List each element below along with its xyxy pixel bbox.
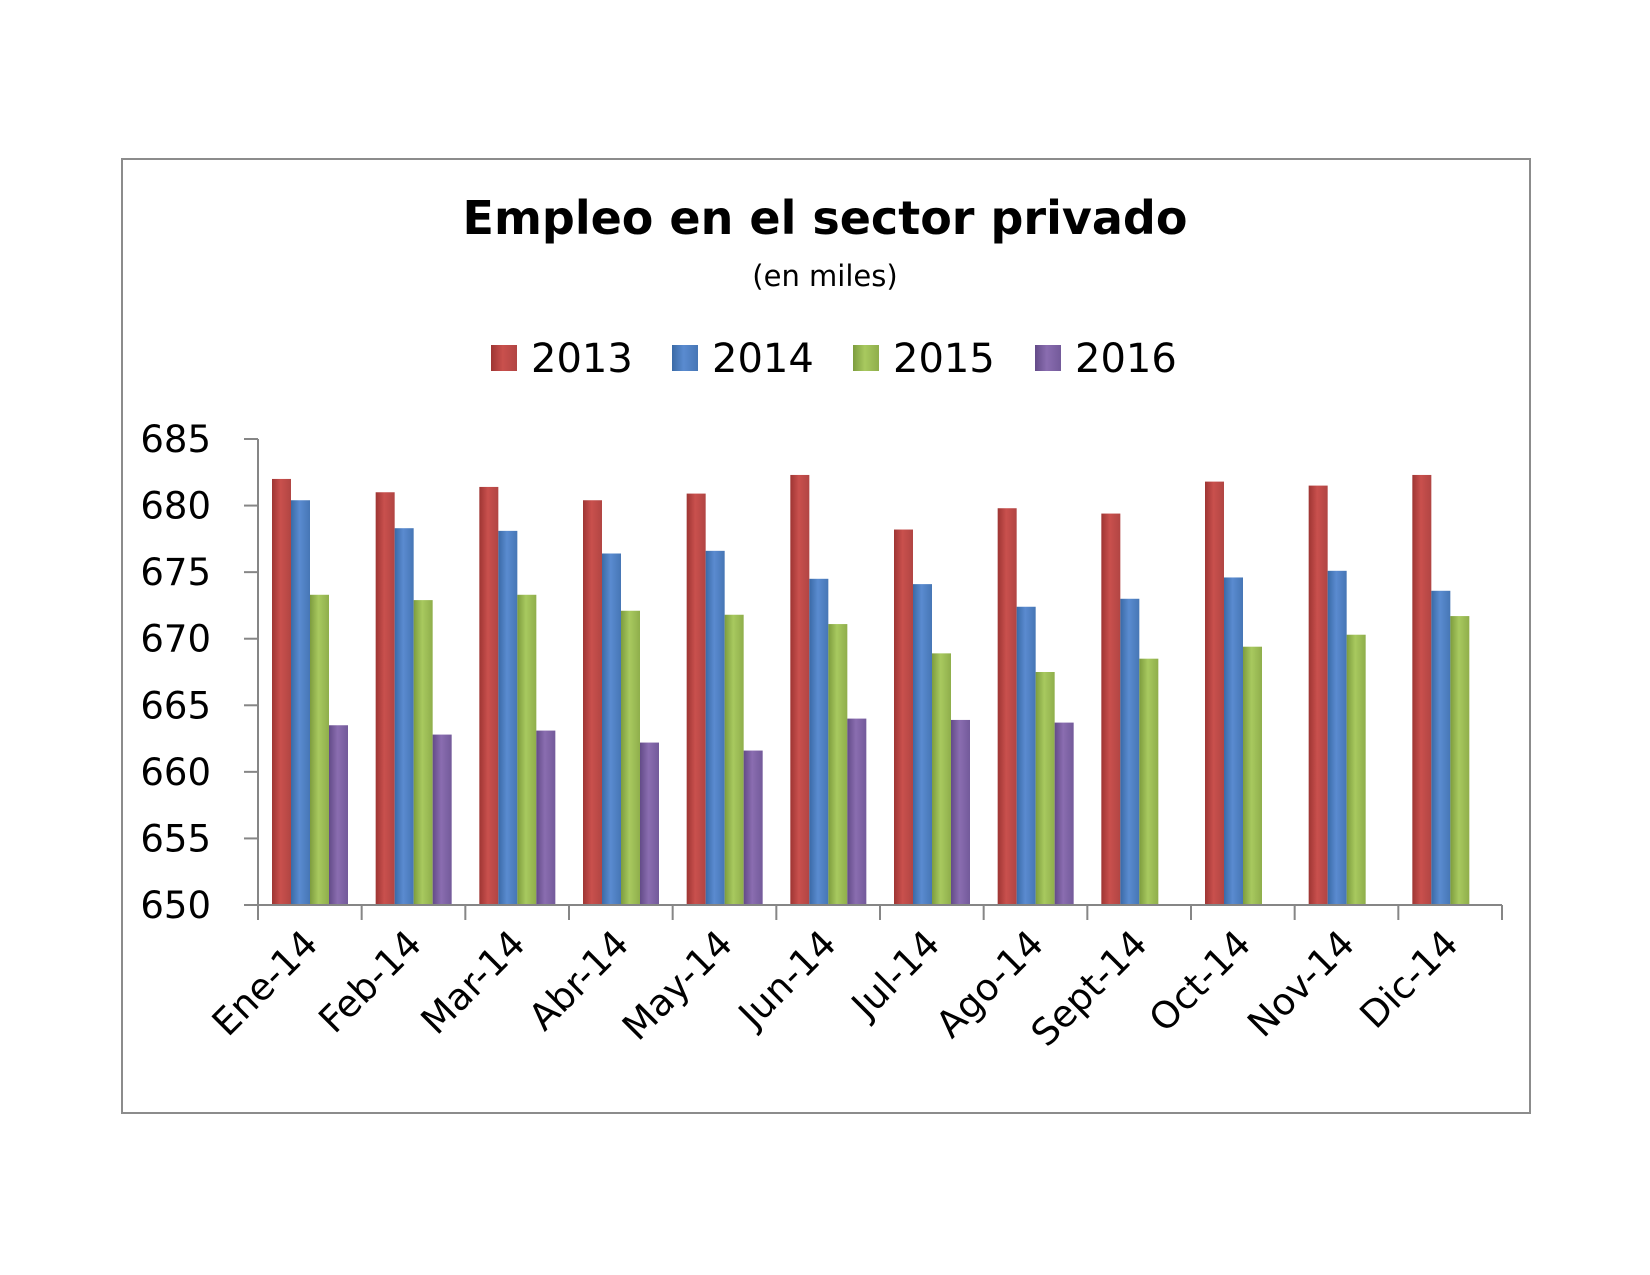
bar-2015-Mar-14 <box>517 594 537 905</box>
bar-2015-Oct-14 <box>1243 646 1262 905</box>
y-tick-label-655: 655 <box>140 817 211 860</box>
bar-2013-Sept-14 <box>1101 513 1121 905</box>
bar-2014-May-14 <box>705 550 725 905</box>
bar-2015-Sept-14 <box>1139 658 1159 905</box>
legend-swatch-2015 <box>853 345 879 371</box>
bar-2013-Ene-14 <box>272 478 291 905</box>
bars <box>272 474 1470 905</box>
legend-label-2015: 2015 <box>893 336 995 382</box>
bar-2014-Dic-14 <box>1431 590 1451 905</box>
bar-2015-Abr-14 <box>621 610 640 905</box>
bar-2016-Mar-14 <box>536 730 556 905</box>
bar-2015-Nov-14 <box>1346 634 1366 905</box>
bar-2014-Mar-14 <box>498 530 518 905</box>
bar-2014-Abr-14 <box>602 553 621 905</box>
bar-2015-Jul-14 <box>932 653 951 905</box>
bar-2013-May-14 <box>686 493 706 905</box>
legend-swatch-2013 <box>491 345 517 371</box>
chart-subtitle: (en miles) <box>752 259 897 293</box>
bar-2016-May-14 <box>743 750 763 905</box>
y-tick-label-650: 650 <box>140 884 211 927</box>
bar-2014-Jun-14 <box>809 578 829 905</box>
legend-swatch-2014 <box>672 345 698 371</box>
bar-2014-Nov-14 <box>1327 570 1347 905</box>
bar-2014-Ene-14 <box>291 500 310 905</box>
y-tick-label-665: 665 <box>140 684 211 727</box>
bar-2016-Feb-14 <box>432 734 452 905</box>
bar-2014-Feb-14 <box>394 528 414 905</box>
y-tick-label-675: 675 <box>140 551 211 594</box>
bar-2014-Ago-14 <box>1016 606 1036 905</box>
y-tick-label-685: 685 <box>140 418 211 461</box>
bar-2015-Ene-14 <box>310 594 329 905</box>
legend-label-2014: 2014 <box>712 336 814 382</box>
bar-2013-Abr-14 <box>583 500 602 905</box>
bar-2014-Jul-14 <box>913 584 932 905</box>
bar-2015-Ago-14 <box>1035 672 1055 905</box>
bar-2015-May-14 <box>724 614 744 905</box>
bar-2014-Sept-14 <box>1120 598 1140 905</box>
bar-2016-Ene-14 <box>329 725 348 905</box>
y-axis: 650 655 660 665 670 675 680 685 <box>140 418 259 927</box>
bar-2016-Ago-14 <box>1054 722 1074 905</box>
y-tick-label-660: 660 <box>140 751 211 794</box>
bar-2015-Feb-14 <box>413 600 433 905</box>
bar-2013-Nov-14 <box>1308 485 1328 905</box>
legend-label-2016: 2016 <box>1075 336 1177 382</box>
bar-2013-Feb-14 <box>375 492 395 905</box>
chart-title: Empleo en el sector privado <box>463 191 1188 245</box>
legend-swatch-2016 <box>1035 345 1061 371</box>
y-tick-label-670: 670 <box>140 618 211 661</box>
bar-2015-Dic-14 <box>1450 616 1470 905</box>
bar-2016-Jul-14 <box>951 719 970 905</box>
bar-2013-Oct-14 <box>1205 481 1224 905</box>
bar-2013-Dic-14 <box>1412 474 1432 905</box>
bar-2014-Oct-14 <box>1224 577 1243 905</box>
y-tick-label-680: 680 <box>140 485 211 528</box>
bar-2015-Jun-14 <box>828 624 848 905</box>
legend: 2013 2014 2015 2016 <box>491 336 1177 382</box>
legend-label-2013: 2013 <box>531 336 633 382</box>
bar-2016-Abr-14 <box>640 742 659 905</box>
bar-2016-Jun-14 <box>847 718 867 905</box>
bar-2013-Mar-14 <box>479 486 499 905</box>
bar-2013-Jul-14 <box>894 529 913 905</box>
bar-2013-Ago-14 <box>997 508 1017 905</box>
bar-2013-Jun-14 <box>790 474 810 905</box>
